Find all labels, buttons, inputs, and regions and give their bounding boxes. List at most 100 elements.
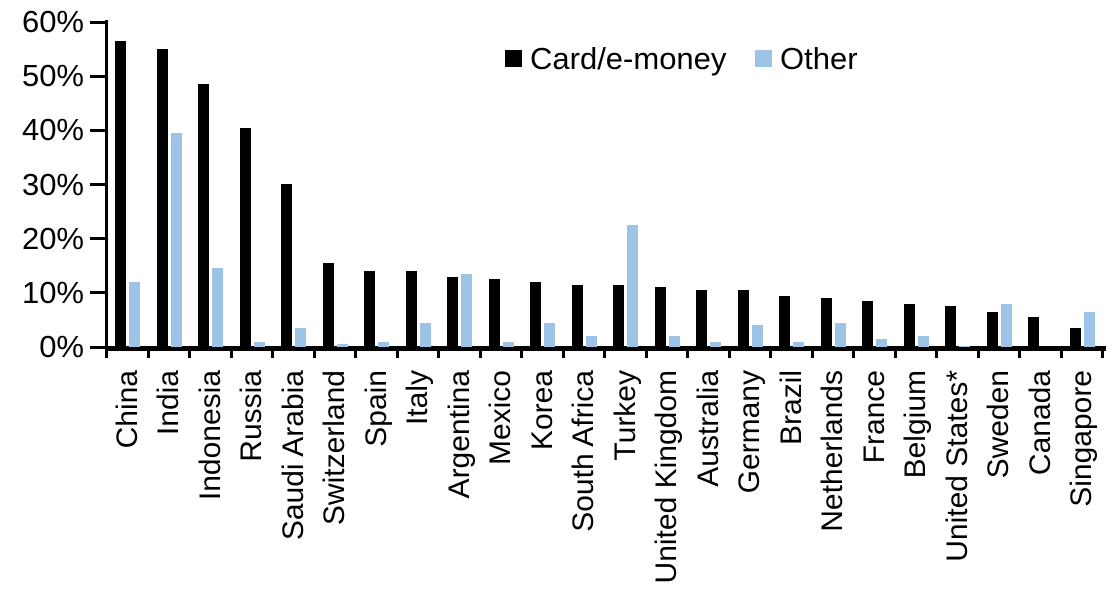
bar-other xyxy=(959,346,970,347)
x-axis-label: Australia xyxy=(691,370,725,487)
x-axis-tick xyxy=(312,346,316,358)
bar-card-e-money xyxy=(613,285,624,347)
bar-other xyxy=(253,342,265,347)
bar-card-e-money xyxy=(405,271,417,347)
bar-card-e-money xyxy=(1028,317,1039,347)
y-axis-tick xyxy=(90,20,105,24)
bar-card-e-money xyxy=(530,282,541,347)
bar-other xyxy=(461,274,472,347)
bar-card-e-money xyxy=(364,271,375,347)
bar-card-e-money xyxy=(447,277,458,347)
x-axis-label: United States* xyxy=(940,370,974,562)
x-axis-tick xyxy=(810,346,814,358)
x-axis-tick xyxy=(229,346,233,358)
y-axis-tick-label: 40% xyxy=(21,112,84,148)
x-axis-tick xyxy=(437,346,441,358)
x-axis-label: Turkey xyxy=(608,370,642,461)
x-axis-label: United Kingdom xyxy=(650,370,683,584)
x-axis-label: Saudi Arabia xyxy=(276,370,310,541)
bar-other xyxy=(834,323,846,347)
bar-card-e-money xyxy=(115,41,126,347)
bar-other xyxy=(627,225,638,347)
x-axis-label: Singapore xyxy=(1065,370,1098,507)
x-axis-tick xyxy=(852,346,856,358)
x-axis-label: Mexico xyxy=(484,370,517,466)
y-axis-tick-label: 0% xyxy=(39,329,84,364)
bar-card-e-money xyxy=(1069,328,1081,347)
x-axis-tick xyxy=(893,346,897,358)
x-axis-tick xyxy=(1059,346,1063,358)
x-axis-tick xyxy=(1101,346,1105,358)
bar-other xyxy=(917,336,929,347)
bar-other xyxy=(751,325,763,347)
bar-other xyxy=(585,336,597,347)
bar-other xyxy=(502,342,514,347)
x-axis-tick xyxy=(478,346,482,358)
x-axis-label: Brazil xyxy=(774,370,808,446)
x-axis-label: Korea xyxy=(525,370,559,451)
bar-card-e-money xyxy=(654,287,666,347)
bar-other xyxy=(129,282,140,347)
x-axis-tick xyxy=(188,346,192,358)
x-axis-tick xyxy=(727,346,731,358)
x-axis-label: South Africa xyxy=(567,370,600,532)
bar-other xyxy=(544,323,555,347)
x-axis-tick xyxy=(146,346,150,358)
x-axis-tick xyxy=(520,346,524,358)
y-axis-tick-label: 30% xyxy=(21,166,84,202)
x-axis-tick xyxy=(769,346,773,358)
bar-other xyxy=(336,344,348,347)
y-axis-tick-label: 60% xyxy=(21,4,84,39)
bar-card-e-money xyxy=(239,128,251,347)
x-axis-label: Switzerland xyxy=(318,370,351,526)
y-axis-tick xyxy=(90,183,105,186)
bar-card-e-money xyxy=(862,301,873,347)
bar-other xyxy=(1000,304,1012,347)
x-axis-label: Netherlands xyxy=(816,370,849,532)
y-axis-line xyxy=(105,20,108,350)
x-axis-label: France xyxy=(857,370,891,464)
bar-card-e-money xyxy=(779,296,790,347)
bar-card-e-money xyxy=(986,312,998,347)
bar-card-e-money xyxy=(903,304,915,347)
legend-label-other: Other xyxy=(780,41,858,76)
x-axis-tick xyxy=(105,346,109,358)
bar-other xyxy=(212,268,223,347)
x-axis-label: Sweden xyxy=(982,370,1015,479)
bar-card-e-money xyxy=(737,290,749,347)
x-axis-label: Belgium xyxy=(899,370,932,479)
bar-card-e-money xyxy=(696,290,707,347)
y-axis-tick xyxy=(90,237,105,241)
bar-card-e-money xyxy=(488,279,500,347)
bar-other xyxy=(170,133,182,347)
legend-swatch-other xyxy=(755,50,772,67)
y-axis-tick-label: 20% xyxy=(21,220,84,256)
y-axis-tick-label: 50% xyxy=(21,58,84,94)
x-axis-label: Germany xyxy=(733,370,766,494)
x-axis-label: Argentina xyxy=(442,370,476,499)
y-axis-tick xyxy=(90,345,105,349)
bar-other xyxy=(876,339,887,347)
bar-card-e-money xyxy=(945,306,956,347)
x-axis-label: Indonesia xyxy=(193,370,227,501)
x-axis-tick xyxy=(603,346,607,358)
x-axis-label: India xyxy=(152,370,185,436)
x-axis-tick xyxy=(271,346,275,358)
bar-other xyxy=(419,323,431,347)
x-axis-label: Russia xyxy=(235,370,268,462)
x-axis-tick xyxy=(686,346,690,358)
bar-card-e-money xyxy=(281,184,292,347)
x-axis-label: Italy xyxy=(401,370,434,426)
bar-other xyxy=(668,336,680,347)
y-axis-tick xyxy=(90,291,105,295)
bar-other xyxy=(793,342,804,347)
bar-other xyxy=(1083,312,1095,347)
x-axis-tick xyxy=(561,346,565,358)
bar-other xyxy=(378,342,389,347)
bar-card-e-money xyxy=(571,285,583,347)
legend-swatch-card-e-money xyxy=(505,50,522,67)
bar-card-e-money xyxy=(322,263,334,347)
x-axis-tick xyxy=(644,346,648,358)
y-axis-tick xyxy=(90,128,105,132)
